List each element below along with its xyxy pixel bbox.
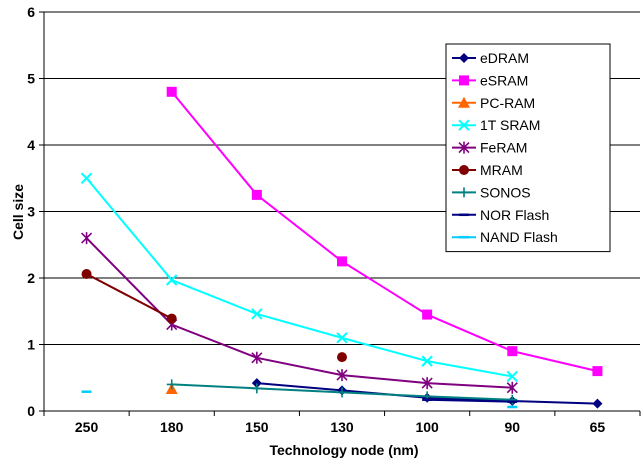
legend-marker-pc-ram xyxy=(458,96,470,108)
data-point-esram xyxy=(166,86,177,97)
data-point-1t-sram xyxy=(421,355,433,367)
gridlines xyxy=(44,11,640,345)
data-point-1t-sram xyxy=(80,172,93,184)
y-tick-label: 1 xyxy=(27,337,35,353)
legend-marker-sonos xyxy=(459,187,469,198)
data-point-mram xyxy=(166,313,177,324)
y-tick-label: 4 xyxy=(27,137,35,153)
y-tick-label: 0 xyxy=(27,403,35,419)
y-tick-label: 2 xyxy=(27,270,35,286)
legend-label-esram: eSRAM xyxy=(480,72,528,88)
series-line-1t-sram xyxy=(85,177,513,378)
legend-marker-esram xyxy=(459,75,469,86)
data-point-sonos xyxy=(251,383,262,394)
series-feram xyxy=(81,232,518,394)
data-point-sonos xyxy=(166,379,177,390)
data-point-feram xyxy=(251,351,263,364)
legend-label-nand-flash: NAND Flash xyxy=(480,229,558,245)
y-tick-label: 3 xyxy=(27,204,35,220)
data-point-mram xyxy=(81,269,92,280)
y-tick-label: 6 xyxy=(27,4,35,20)
data-point-edram xyxy=(592,398,603,409)
series-nand-flash xyxy=(81,390,518,409)
axes xyxy=(39,11,641,416)
series-layer xyxy=(80,86,603,409)
legend-label-pc-ram: PC-RAM xyxy=(480,95,535,111)
legend-marker-mram xyxy=(459,165,469,175)
data-point-esram xyxy=(422,309,433,320)
data-point-feram xyxy=(506,381,518,394)
data-point-esram xyxy=(251,189,262,200)
x-tick-label: 130 xyxy=(330,419,354,435)
legend-label-1t-sram: 1T SRAM xyxy=(480,117,540,133)
data-point-1t-sram xyxy=(336,332,348,344)
data-point-1t-sram xyxy=(166,274,178,286)
legend-label-edram: eDRAM xyxy=(480,50,529,66)
x-tick-label: 250 xyxy=(75,419,99,435)
series-line-mram xyxy=(86,273,173,320)
data-point-feram xyxy=(81,232,93,245)
x-tick-label: 65 xyxy=(590,419,606,435)
series-esram xyxy=(166,86,603,377)
data-point-1t-sram xyxy=(251,308,263,320)
data-point-esram xyxy=(337,256,347,267)
series-line-nor-flash xyxy=(427,398,513,403)
data-point-sonos xyxy=(507,394,518,405)
x-tick-label: 150 xyxy=(245,419,269,435)
legend-marker-1t-sram xyxy=(458,119,470,131)
tick-labels: 0 1 2 3 4 5 6 250 180 150 130 100 90 65 xyxy=(27,4,605,435)
data-point-feram xyxy=(336,369,348,382)
series-1t-sram xyxy=(80,172,518,383)
y-axis-title: Cell size xyxy=(10,184,26,240)
x-tick-label: 100 xyxy=(415,419,439,435)
data-point-feram xyxy=(421,377,433,390)
y-tick-label: 5 xyxy=(27,71,35,87)
data-point-esram xyxy=(592,366,603,377)
x-tick-label: 180 xyxy=(160,419,184,435)
data-point-edram xyxy=(251,378,262,389)
data-point-esram xyxy=(507,346,518,357)
legend-marker-edram xyxy=(459,53,469,63)
data-point-mram xyxy=(337,352,347,363)
legend-label-sonos: SONOS xyxy=(480,184,531,200)
series-nor-flash xyxy=(422,398,518,403)
legend-label-feram: FeRAM xyxy=(480,140,527,156)
series-line-esram xyxy=(170,91,598,373)
legend-label-nor-flash: NOR Flash xyxy=(480,207,549,223)
data-point-sonos xyxy=(337,387,347,398)
data-point-1t-sram xyxy=(506,370,518,383)
legend-marker-feram xyxy=(458,141,470,154)
x-tick-label: 90 xyxy=(504,419,520,435)
legend: eDRAM eSRAM PC-RAM 1T SRAM FeRAM MRAM SONOS NOR… xyxy=(445,43,611,253)
series-mram xyxy=(81,269,347,363)
legend-label-mram: MRAM xyxy=(480,162,523,178)
x-axis-title: Technology node (nm) xyxy=(269,442,418,458)
